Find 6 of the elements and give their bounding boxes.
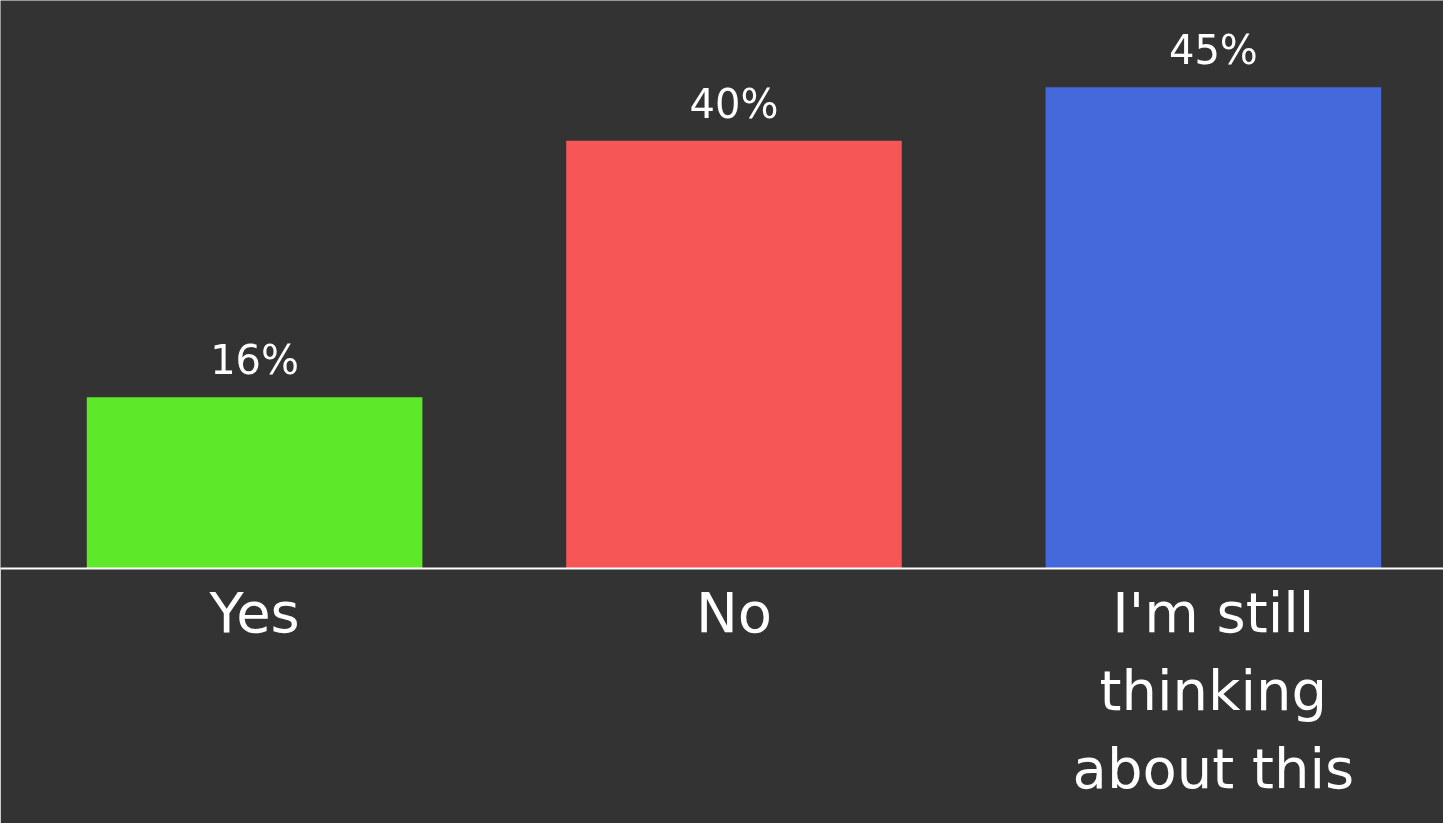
x-tick-label: Yes <box>208 579 300 645</box>
x-tick-label: I'm still thinking about this <box>1072 579 1355 801</box>
x-tick-label: No <box>695 579 773 645</box>
data-label: 40% <box>689 80 779 127</box>
data-label: 16% <box>210 337 300 384</box>
data-label: 45% <box>1168 27 1258 74</box>
